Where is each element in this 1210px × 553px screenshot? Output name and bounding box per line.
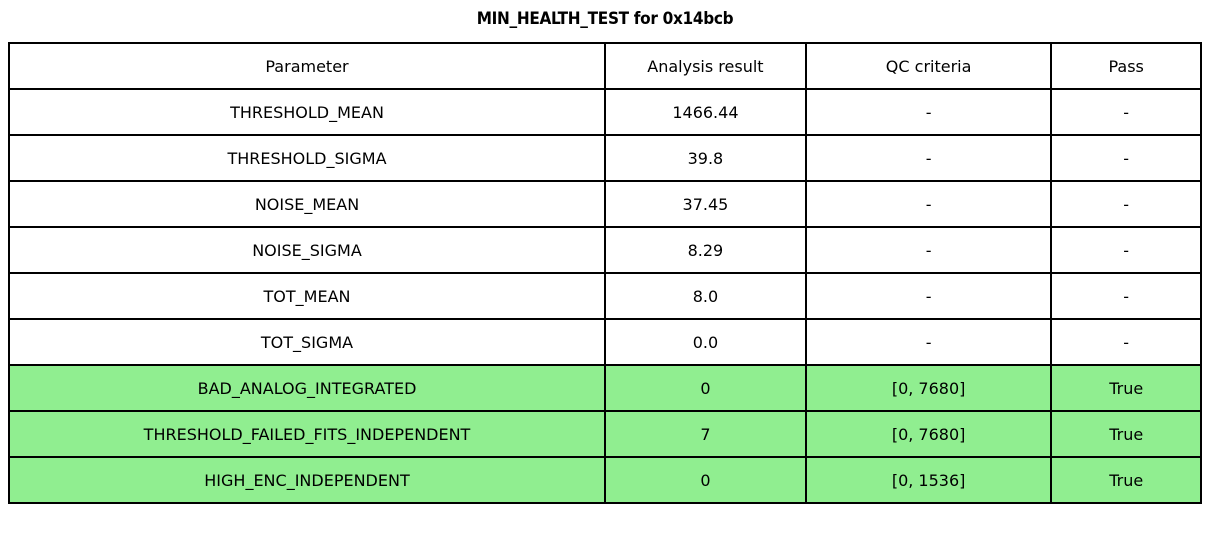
- table-body: THRESHOLD_MEAN 1466.44 - - THRESHOLD_SIG…: [8, 88, 1202, 504]
- qc-criteria-cell: -: [804, 272, 1053, 320]
- analysis-result-cell: 0: [604, 364, 807, 412]
- analysis-result-cell: 39.8: [604, 134, 807, 182]
- analysis-result-cell: 0: [604, 456, 807, 504]
- table-row: THRESHOLD_FAILED_FITS_INDEPENDENT 7 [0, …: [8, 410, 1202, 458]
- pass-cell: -: [1050, 134, 1202, 182]
- pass-cell: -: [1050, 272, 1202, 320]
- qc-criteria-cell: -: [804, 88, 1053, 136]
- pass-cell: True: [1050, 410, 1202, 458]
- qc-criteria-cell: -: [804, 180, 1053, 228]
- parameter-cell: THRESHOLD_FAILED_FITS_INDEPENDENT: [8, 410, 606, 458]
- pass-cell: -: [1050, 180, 1202, 228]
- table-row: TOT_SIGMA 0.0 - -: [8, 318, 1202, 366]
- pass-cell: True: [1050, 456, 1202, 504]
- qc-criteria-cell: [0, 7680]: [804, 364, 1053, 412]
- analysis-result-cell: 1466.44: [604, 88, 807, 136]
- qc-criteria-cell: -: [804, 318, 1053, 366]
- pass-cell: -: [1050, 88, 1202, 136]
- table-row: NOISE_SIGMA 8.29 - -: [8, 226, 1202, 274]
- column-header-qc-criteria: QC criteria: [804, 42, 1053, 90]
- analysis-result-cell: 8.0: [604, 272, 807, 320]
- table-header-row: Parameter Analysis result QC criteria Pa…: [8, 42, 1202, 90]
- table-row: TOT_MEAN 8.0 - -: [8, 272, 1202, 320]
- parameter-cell: THRESHOLD_MEAN: [8, 88, 606, 136]
- parameter-cell: TOT_SIGMA: [8, 318, 606, 366]
- health-test-table: Parameter Analysis result QC criteria Pa…: [8, 42, 1202, 504]
- parameter-cell: NOISE_SIGMA: [8, 226, 606, 274]
- analysis-result-cell: 37.45: [604, 180, 807, 228]
- parameter-cell: NOISE_MEAN: [8, 180, 606, 228]
- column-header-pass: Pass: [1050, 42, 1202, 90]
- pass-cell: True: [1050, 364, 1202, 412]
- analysis-result-cell: 0.0: [604, 318, 807, 366]
- qc-criteria-cell: [0, 1536]: [804, 456, 1053, 504]
- qc-criteria-cell: -: [804, 134, 1053, 182]
- pass-cell: -: [1050, 318, 1202, 366]
- page-title: MIN_HEALTH_TEST for 0x14bcb: [476, 9, 734, 29]
- parameter-cell: BAD_ANALOG_INTEGRATED: [8, 364, 606, 412]
- qc-criteria-cell: [0, 7680]: [804, 410, 1053, 458]
- qc-criteria-cell: -: [804, 226, 1053, 274]
- table-row: NOISE_MEAN 37.45 - -: [8, 180, 1202, 228]
- column-header-parameter: Parameter: [8, 42, 606, 90]
- column-header-analysis-result: Analysis result: [604, 42, 807, 90]
- table-row: THRESHOLD_SIGMA 39.8 - -: [8, 134, 1202, 182]
- table-row: THRESHOLD_MEAN 1466.44 - -: [8, 88, 1202, 136]
- pass-cell: -: [1050, 226, 1202, 274]
- table-row: BAD_ANALOG_INTEGRATED 0 [0, 7680] True: [8, 364, 1202, 412]
- parameter-cell: THRESHOLD_SIGMA: [8, 134, 606, 182]
- parameter-cell: TOT_MEAN: [8, 272, 606, 320]
- analysis-result-cell: 8.29: [604, 226, 807, 274]
- parameter-cell: HIGH_ENC_INDEPENDENT: [8, 456, 606, 504]
- table-row: HIGH_ENC_INDEPENDENT 0 [0, 1536] True: [8, 456, 1202, 504]
- analysis-result-cell: 7: [604, 410, 807, 458]
